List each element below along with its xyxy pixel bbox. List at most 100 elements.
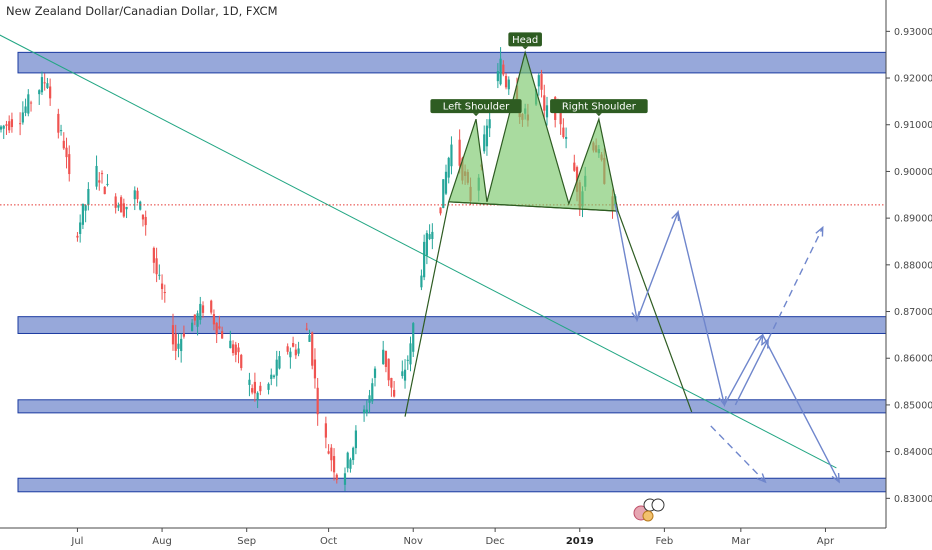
projection-solid [614, 203, 840, 483]
candle-down [562, 127, 565, 138]
projection-solid [734, 339, 769, 406]
candle-down [65, 147, 68, 158]
candle-up [24, 106, 27, 113]
candle-down [559, 110, 562, 125]
price-tick-label: 0.83000 [894, 494, 932, 505]
candle-up [297, 348, 300, 354]
candle-up [496, 71, 499, 82]
candle-up [79, 222, 82, 234]
candle-down [384, 350, 388, 367]
candle-down [171, 325, 175, 345]
price-tick-label: 0.86000 [894, 354, 932, 365]
candle-down [286, 346, 289, 352]
projection-dashed [710, 425, 766, 483]
candle-up [289, 351, 292, 358]
candle-down [540, 74, 543, 90]
candle-up [256, 392, 259, 400]
pattern-label-background [508, 32, 542, 47]
candle-down [8, 121, 11, 131]
candle-up [354, 430, 357, 449]
candle-up [447, 157, 450, 178]
time-tick-label: Dec [485, 536, 504, 547]
time-tick-label: 2019 [566, 536, 594, 547]
candle-up [403, 369, 407, 381]
candle-down [141, 214, 145, 220]
candle-up [485, 125, 489, 147]
logo-icon-circle [651, 498, 665, 512]
candle-up [362, 409, 366, 414]
candle-down [327, 451, 330, 454]
candle-down [259, 385, 262, 392]
candle-down [221, 331, 224, 339]
projection-arrowhead [831, 472, 840, 484]
candle-up [267, 383, 270, 390]
candle-up [444, 171, 448, 194]
candle-up [27, 94, 30, 114]
candle-down [543, 95, 546, 111]
candle-down [390, 377, 393, 388]
candle-down [251, 388, 254, 393]
candle-up [343, 473, 347, 485]
candle-down [387, 358, 390, 381]
candle-down [502, 64, 505, 75]
candle-up [229, 340, 232, 349]
candle-down [49, 86, 52, 99]
candle-down [68, 154, 71, 175]
candle-up [365, 409, 368, 414]
pattern-label-pointer [473, 113, 480, 117]
candle-up [368, 395, 371, 403]
candle-up [401, 371, 404, 376]
candle-down [144, 216, 147, 226]
price-tick-label: 0.84000 [894, 447, 932, 458]
candle-up [180, 338, 183, 352]
price-zone [17, 316, 887, 334]
candle-up [272, 375, 276, 378]
candle-up [431, 231, 434, 239]
pattern-shape [447, 50, 619, 212]
candle-up [537, 75, 540, 87]
time-tick-label: Oct [320, 536, 337, 547]
candle-up [278, 356, 281, 369]
pattern-label-pointer [522, 46, 529, 50]
candle-up [84, 205, 87, 211]
chart-logo-icon [633, 498, 665, 522]
candle-down [212, 314, 216, 325]
trendline [0, 34, 837, 469]
candle-up [545, 105, 549, 118]
rise-line [404, 201, 450, 417]
candle-up [442, 179, 445, 208]
candle-down [114, 196, 117, 208]
candle-up [409, 343, 412, 365]
time-tick-label: Jul [70, 536, 83, 547]
price-tick-label: 0.89000 [894, 214, 932, 225]
candle-down [76, 235, 79, 238]
candle-down [305, 328, 308, 330]
head-and-shoulders-pattern: Left Shoulder Head Right Shoulder [404, 32, 693, 417]
pattern-label-text: Head [512, 35, 538, 46]
candle-down [62, 140, 65, 149]
pattern-label: Head [508, 32, 542, 50]
candle-up [125, 206, 128, 210]
projection-dashed [767, 227, 824, 340]
candle-up [117, 205, 120, 208]
projection-arrowhead [631, 311, 640, 322]
candle-up [87, 189, 90, 205]
candle-up [425, 233, 428, 256]
candle-up [499, 58, 502, 85]
candle-up [275, 359, 278, 376]
candle-up [450, 144, 453, 167]
pattern-label-background [430, 99, 522, 114]
candle-up [308, 335, 311, 342]
price-tick-label: 0.91000 [894, 120, 932, 131]
chart-title: New Zealand Dollar/Canadian Dollar, 1D, … [6, 4, 278, 18]
time-tick-label: Feb [656, 536, 674, 547]
candle-up [0, 126, 3, 130]
candle-down [29, 102, 33, 104]
price-tick-label: 0.90000 [894, 167, 932, 178]
candle-down [98, 180, 101, 183]
candle-down [210, 300, 213, 313]
candle-down [57, 113, 60, 133]
descending-trendline [0, 34, 837, 469]
candle-down [174, 333, 177, 351]
